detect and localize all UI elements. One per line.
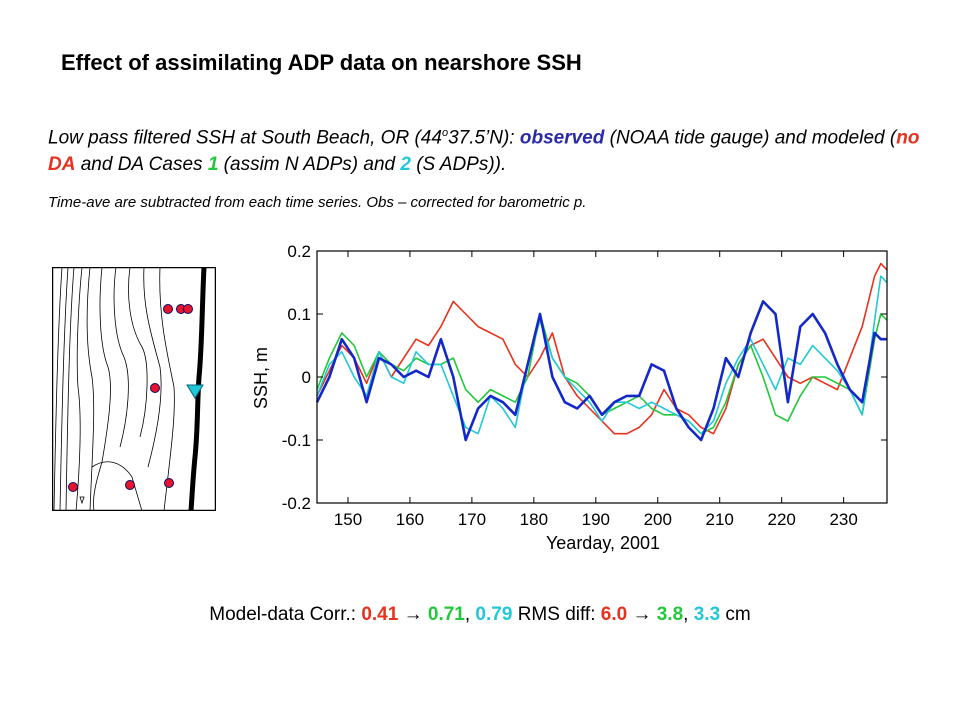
x-tick-label: 160	[396, 510, 424, 529]
y-axis-label: SSH, m	[251, 347, 271, 409]
series-line-no_da	[316, 262, 888, 435]
adp-station	[163, 304, 173, 314]
y-tick-label: 0	[302, 368, 311, 387]
x-tick-label: 230	[829, 510, 857, 529]
model-data-stats: Model-data Corr.: 0.41 → 0.71, 0.79 RMS …	[209, 604, 751, 625]
y-tick-label: 0.2	[287, 242, 311, 261]
adp-station	[183, 304, 193, 314]
x-tick-label: 200	[644, 510, 672, 529]
adp-station	[68, 482, 78, 492]
tide-gauge-marker	[186, 384, 204, 399]
series-line-observed	[315, 300, 887, 442]
rms-case2: 3.3	[693, 604, 721, 625]
x-tick-label: 190	[582, 510, 610, 529]
observed-label: observed	[519, 127, 605, 149]
x-tick-label: 220	[767, 510, 795, 529]
adp-station	[150, 383, 160, 393]
x-tick-label: 170	[458, 510, 486, 529]
x-tick-label: 180	[520, 510, 548, 529]
case2-label: 2	[400, 154, 411, 176]
x-axis-label: Yearday, 2001	[546, 533, 660, 553]
corr-no-da: 0.41	[361, 604, 399, 625]
location-map	[52, 267, 216, 511]
ssh-time-series-chart: SSH, m Yearday, 2001 150 160 170 180 190 200 2…	[251, 242, 888, 553]
rms-case1: 3.8	[656, 604, 684, 625]
y-tick-label: 0.1	[287, 305, 311, 324]
y-tick-label: -0.1	[282, 431, 311, 450]
rms-no-da: 6.0	[600, 604, 628, 625]
x-tick-label: 150	[334, 510, 362, 529]
adp-station	[125, 480, 135, 490]
method-note: Time-ave are subtracted from each time s…	[48, 194, 587, 211]
slide-title: Effect of assimilating ADP data on nears…	[61, 50, 582, 75]
x-tick-label: 210	[706, 510, 734, 529]
corr-case1: 0.71	[427, 604, 465, 625]
arrow-icon: →	[632, 604, 652, 625]
y-tick-label: -0.2	[282, 494, 311, 513]
arrow-icon: →	[403, 604, 423, 625]
series-line-case2	[316, 275, 888, 435]
case1-label: 1	[207, 154, 219, 176]
no-da-label: no DA	[48, 127, 920, 176]
adp-station	[164, 478, 174, 488]
figure-description: Low pass filtered SSH at South Beach, OR…	[48, 127, 920, 176]
corr-case2: 0.79	[475, 604, 513, 625]
